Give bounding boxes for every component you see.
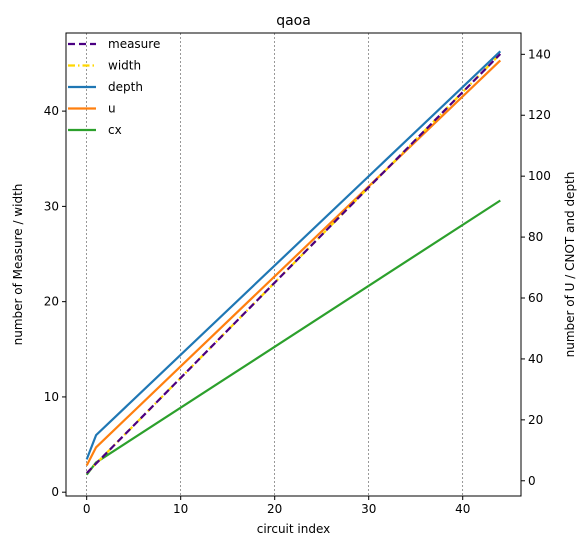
left-y-ticks: 0 10 20 30 40: [44, 104, 66, 499]
x-axis-label: circuit index: [257, 522, 331, 536]
left-y-axis-label: number of Measure / width: [11, 184, 25, 346]
right-y-axis-label: number of U / CNOT and depth: [563, 172, 577, 358]
left-y-tick-label: 40: [44, 104, 59, 118]
legend-label-cx: cx: [108, 123, 122, 137]
legend-label-u: u: [108, 102, 116, 116]
legend-label-width: width: [108, 59, 141, 73]
x-tick-label: 20: [267, 502, 282, 516]
series-line-cx: [85, 199, 501, 476]
axes-frame: [65, 32, 522, 497]
left-y-tick-label: 30: [44, 199, 59, 213]
right-y-ticks: 0 20 40 60 80 100 120 140: [521, 47, 551, 488]
x-tick-label: 10: [173, 502, 188, 516]
right-y-tick-label: 0: [528, 474, 536, 488]
chart-title: qaoa: [276, 13, 311, 29]
x-tick-label: 30: [361, 502, 376, 516]
series-line-width: [85, 53, 502, 474]
series-layer: [85, 50, 502, 476]
legend-label-depth: depth: [108, 80, 143, 94]
right-y-tick-label: 80: [528, 230, 543, 244]
left-y-tick-label: 10: [44, 390, 59, 404]
x-tick-label: 0: [83, 502, 91, 516]
x-tick-label: 40: [455, 502, 470, 516]
right-y-tick-label: 120: [528, 108, 551, 122]
left-y-tick-label: 20: [44, 295, 59, 309]
legend: measure width depth u cx: [68, 37, 160, 137]
left-y-tick-label: 0: [51, 485, 59, 499]
right-y-tick-label: 40: [528, 352, 543, 366]
right-y-tick-label: 60: [528, 291, 543, 305]
legend-label-measure: measure: [108, 37, 160, 51]
series-line-depth: [85, 50, 502, 460]
right-y-tick-label: 20: [528, 413, 543, 427]
vertical-grid: [86, 33, 464, 496]
series-line-measure: [85, 53, 502, 474]
right-y-tick-label: 100: [528, 169, 551, 183]
x-ticks: 0 10 20 30 40: [83, 496, 470, 516]
right-y-tick-label: 140: [528, 47, 551, 61]
